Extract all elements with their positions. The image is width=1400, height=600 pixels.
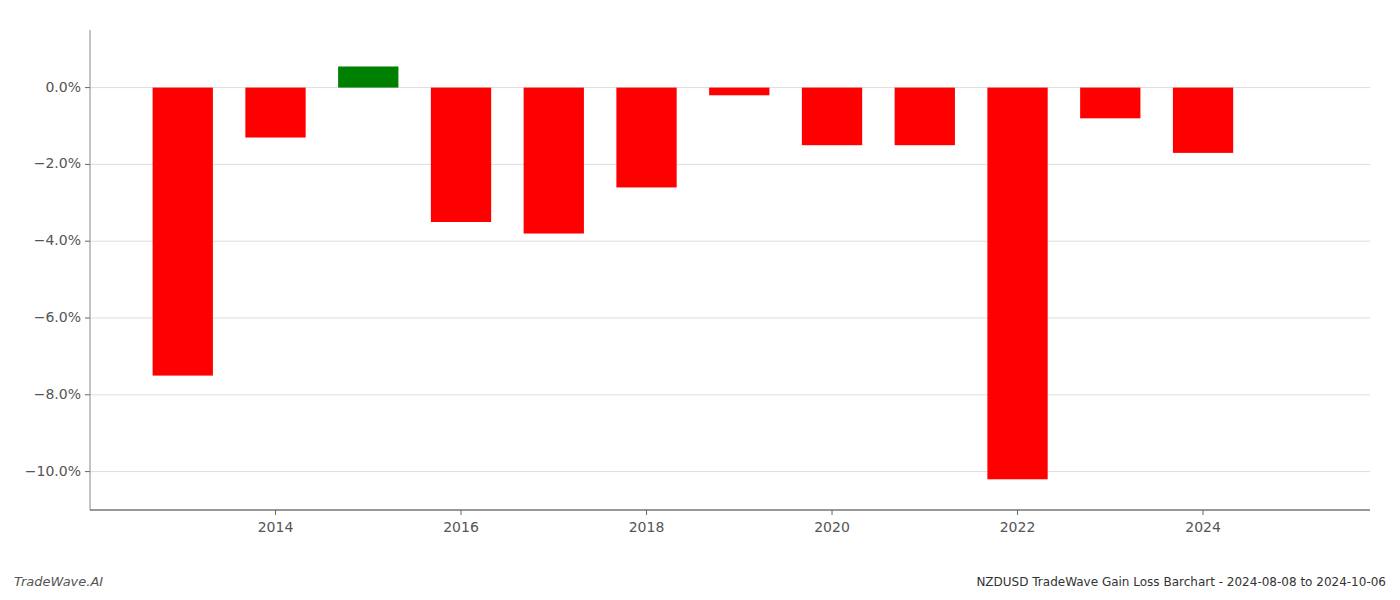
title: NZDUSD TradeWave Gain Loss Barchart - 20…	[976, 575, 1386, 589]
x-tick	[1203, 510, 1204, 515]
x-tick	[832, 510, 833, 515]
grid-line	[90, 164, 1370, 165]
grid-line	[90, 241, 1370, 242]
bar	[802, 88, 862, 146]
y-tick	[85, 318, 90, 319]
y-tick	[85, 394, 90, 395]
y-tick-labels: 0.0% −2.0% −4.0% −6.0% −8.0% −10.0%	[25, 79, 90, 479]
bar	[431, 88, 491, 222]
x-tick-label: 2014	[258, 519, 294, 535]
grid-line	[90, 318, 1370, 319]
y-tick-label: −6.0%	[34, 309, 81, 325]
y-tick-label: −4.0%	[34, 232, 81, 248]
y-tick	[85, 471, 90, 472]
bar	[895, 88, 955, 146]
y-tick	[85, 164, 90, 165]
x-tick-label: 2016	[443, 519, 479, 535]
bar	[338, 66, 398, 87]
x-tick-label: 2020	[814, 519, 850, 535]
bar	[987, 88, 1047, 480]
x-tick	[275, 510, 276, 515]
bar	[524, 88, 584, 234]
grid-line	[90, 471, 1370, 472]
watermark: TradeWave.AI	[14, 574, 103, 589]
bars	[153, 66, 1234, 479]
x-axis-line	[90, 509, 1370, 510]
y-axis-line	[90, 30, 91, 510]
x-tick-label: 2018	[629, 519, 665, 535]
y-tick-label: −8.0%	[34, 386, 81, 402]
bar	[1080, 88, 1140, 119]
bar	[1173, 88, 1233, 153]
grid-line	[90, 394, 1370, 395]
y-grid	[90, 88, 1370, 472]
y-tick-label: 0.0%	[45, 79, 81, 95]
x-tick	[461, 510, 462, 515]
y-tick	[85, 87, 90, 88]
x-tick-label: 2022	[1000, 519, 1036, 535]
y-tick-label: −10.0%	[25, 463, 81, 479]
y-tick	[85, 241, 90, 242]
x-tick	[646, 510, 647, 515]
background	[0, 0, 1400, 600]
x-tick	[1017, 510, 1018, 515]
y-tick-label: −2.0%	[34, 155, 81, 171]
chart: 0.0%−2.0%−4.0%−6.0%−8.0%−10.0%2014201620…	[0, 0, 1400, 600]
bar	[245, 88, 305, 138]
x-ticks: 2014 2016 2018 2020 2022 2024	[258, 510, 1221, 535]
bar	[153, 88, 213, 376]
bar	[616, 88, 676, 188]
bar	[709, 88, 769, 96]
x-tick-label: 2024	[1185, 519, 1221, 535]
